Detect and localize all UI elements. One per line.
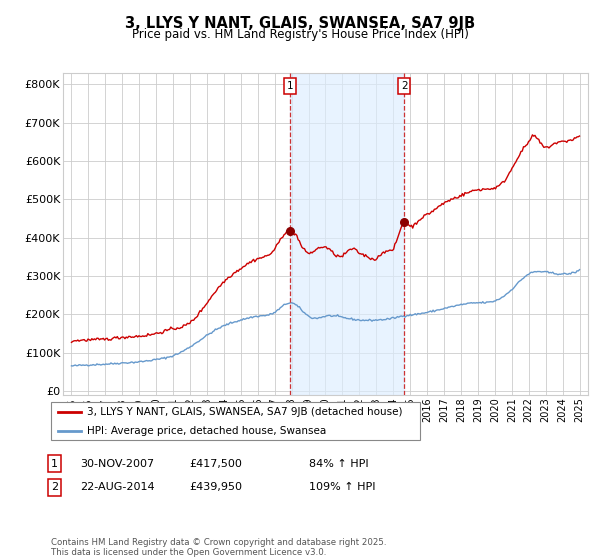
Text: 1: 1 (51, 459, 58, 469)
Text: 2: 2 (51, 482, 58, 492)
Text: 2: 2 (401, 81, 407, 91)
Text: 3, LLYS Y NANT, GLAIS, SWANSEA, SA7 9JB: 3, LLYS Y NANT, GLAIS, SWANSEA, SA7 9JB (125, 16, 475, 31)
Text: 1: 1 (287, 81, 293, 91)
Text: 109% ↑ HPI: 109% ↑ HPI (309, 482, 376, 492)
Text: 30-NOV-2007: 30-NOV-2007 (80, 459, 154, 469)
Text: 3, LLYS Y NANT, GLAIS, SWANSEA, SA7 9JB (detached house): 3, LLYS Y NANT, GLAIS, SWANSEA, SA7 9JB … (87, 407, 403, 417)
Text: Contains HM Land Registry data © Crown copyright and database right 2025.
This d: Contains HM Land Registry data © Crown c… (51, 538, 386, 557)
Text: Price paid vs. HM Land Registry's House Price Index (HPI): Price paid vs. HM Land Registry's House … (131, 28, 469, 41)
Text: HPI: Average price, detached house, Swansea: HPI: Average price, detached house, Swan… (87, 426, 326, 436)
Text: £417,500: £417,500 (189, 459, 242, 469)
Text: 22-AUG-2014: 22-AUG-2014 (80, 482, 154, 492)
Text: 84% ↑ HPI: 84% ↑ HPI (309, 459, 368, 469)
Text: £439,950: £439,950 (189, 482, 242, 492)
Bar (290, 73, 404, 395)
